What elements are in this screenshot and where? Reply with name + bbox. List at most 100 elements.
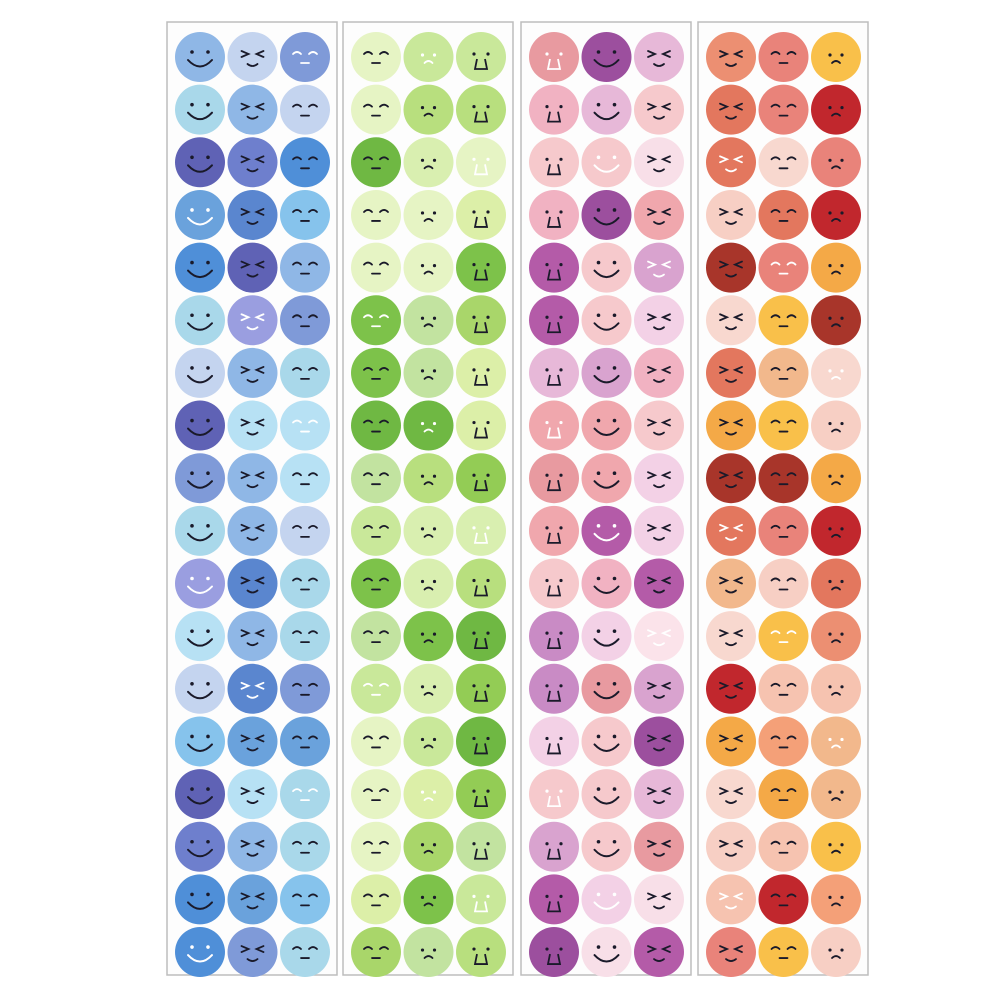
eye [486,789,490,793]
eye [292,367,318,371]
sticker-circle [529,874,579,925]
eye [363,367,389,371]
mouth [473,216,489,228]
sticker-circle [758,611,809,662]
sticker-circle [634,821,684,872]
eye [828,211,832,215]
sticker-circle [706,558,756,609]
sticker-circle [529,295,579,346]
eye [363,788,389,792]
face-sticker [351,453,401,504]
eye [240,787,265,795]
mouth [473,795,489,807]
eye [840,790,844,794]
mouth [546,953,562,965]
face-sticker [403,453,454,504]
face-sticker [529,242,579,293]
face-sticker [175,821,225,872]
eye [612,260,617,265]
face-sticker [403,295,454,346]
sticker-circle [581,769,632,820]
eye [612,155,617,160]
eye [432,737,437,742]
mouth [423,955,434,959]
face-sticker [706,347,756,398]
eye [292,314,318,319]
eye [828,895,832,900]
face-sticker [351,874,401,925]
eye [420,579,425,584]
face-sticker [581,611,632,662]
eye [647,102,671,111]
eye [559,315,563,319]
eye [545,684,549,688]
mouth [423,218,434,222]
face-sticker [529,453,579,504]
face-sticker [403,611,454,662]
eye [559,894,563,899]
eye [363,472,389,477]
sticker-circle [351,611,401,662]
sticker-circle [403,558,454,609]
sticker-circle [758,189,809,240]
mouth [423,60,434,64]
mouth [546,585,562,597]
face-sticker [280,874,330,925]
face-sticker [758,663,809,714]
sticker-circle [529,558,579,609]
sticker-circle [351,32,401,82]
face-sticker [811,32,861,82]
mouth [546,532,562,544]
sticker-circle [634,189,684,240]
face-sticker [706,505,756,556]
face-sticker [280,558,330,609]
sticker-circle [529,242,579,293]
eye [190,155,194,160]
face-sticker [280,32,330,82]
mouth [653,642,665,647]
mouth [423,586,434,591]
mouth [831,376,841,380]
face-sticker [280,189,330,240]
face-sticker [811,400,861,451]
sticker-circle [403,295,454,346]
sticker-circle [706,611,756,662]
mouth [653,63,665,67]
face-sticker [403,874,454,925]
sticker-circle [634,505,684,556]
eye [545,947,549,951]
face-sticker [280,347,330,398]
sticker-circle [634,137,684,188]
eye [432,843,437,847]
eye [432,474,437,478]
eye [647,787,671,795]
mouth [593,585,620,594]
face-sticker [581,295,632,346]
sticker-circle [175,821,225,872]
eye [559,684,563,688]
mouth [653,536,665,541]
mouth [546,637,562,650]
face-sticker [175,663,225,714]
sticker-circle [581,611,632,662]
mouth [423,323,434,328]
sticker-circle [581,347,632,398]
sticker-circle [529,927,579,978]
eye [719,260,743,269]
face-sticker [581,453,632,504]
face-sticker [811,927,861,978]
face-sticker [758,400,809,451]
eye [828,737,832,742]
face-sticker [351,663,401,714]
mouth [725,642,737,647]
sticker-circle [351,347,401,398]
sticker-circle [811,663,861,714]
mouth [187,269,213,279]
face-sticker [175,558,225,609]
eye [545,578,549,583]
sticker-circle [634,347,684,398]
eye [596,208,601,212]
face-sticker [706,558,756,609]
eye [292,735,318,740]
